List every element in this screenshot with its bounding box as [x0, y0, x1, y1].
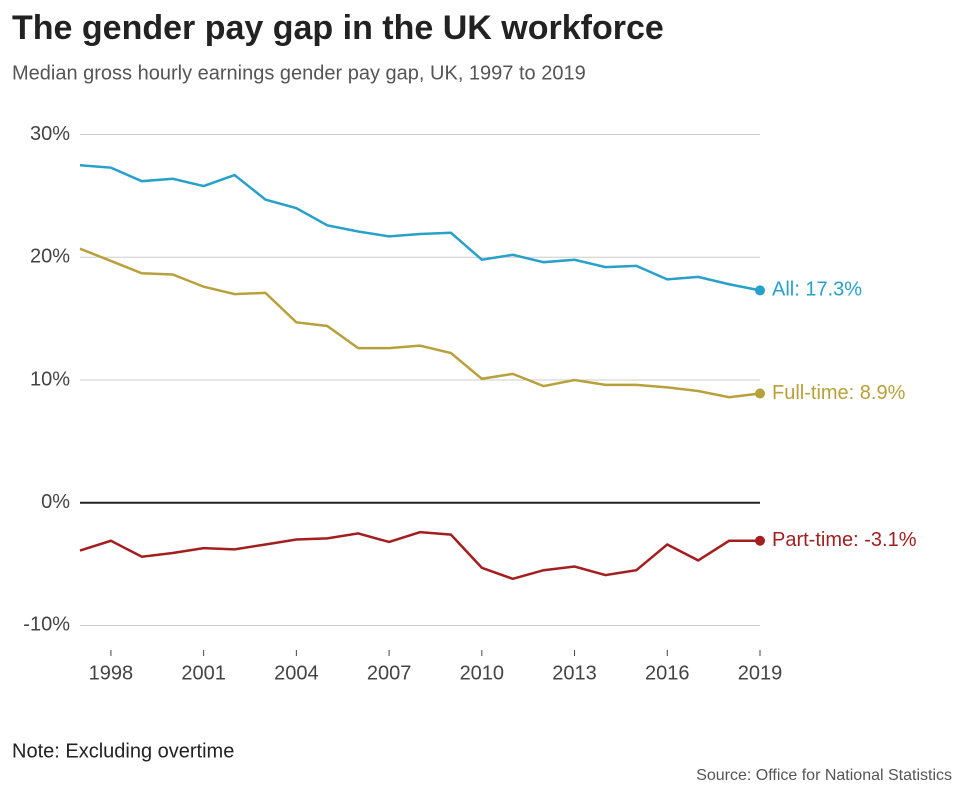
- y-tick-label: -10%: [23, 614, 70, 636]
- end-label: Full-time: 8.9%: [772, 382, 906, 404]
- y-tick-label: 20%: [30, 246, 70, 268]
- x-tick-label: 2013: [552, 662, 597, 684]
- x-tick-label: 2016: [645, 662, 690, 684]
- series-line: [79, 163, 761, 292]
- y-tick-label: 30%: [30, 123, 70, 145]
- y-tick-label: 10%: [30, 368, 70, 390]
- x-tick-label: 2001: [181, 662, 226, 684]
- end-point: [755, 388, 765, 399]
- end-label: All: 17.3%: [772, 279, 862, 301]
- end-point: [755, 535, 765, 546]
- chart-subtitle: Median gross hourly earnings gender pay …: [12, 62, 586, 84]
- chart-title: The gender pay gap in the UK workforce: [12, 9, 664, 47]
- x-tick-label: 1998: [89, 662, 134, 684]
- series-line: [79, 530, 760, 581]
- end-point: [755, 285, 765, 296]
- note: Note: Excluding overtime: [12, 740, 234, 762]
- x-tick-label: 2019: [738, 662, 783, 684]
- x-tick-label: 2004: [274, 662, 319, 684]
- x-tick-label: 2007: [367, 662, 412, 684]
- series-line: [79, 247, 761, 399]
- source: Source: Office for National Statistics: [696, 767, 952, 784]
- x-tick-label: 2010: [460, 662, 505, 684]
- y-tick-label: 0%: [41, 491, 70, 513]
- end-label: Part-time: -3.1%: [772, 529, 917, 551]
